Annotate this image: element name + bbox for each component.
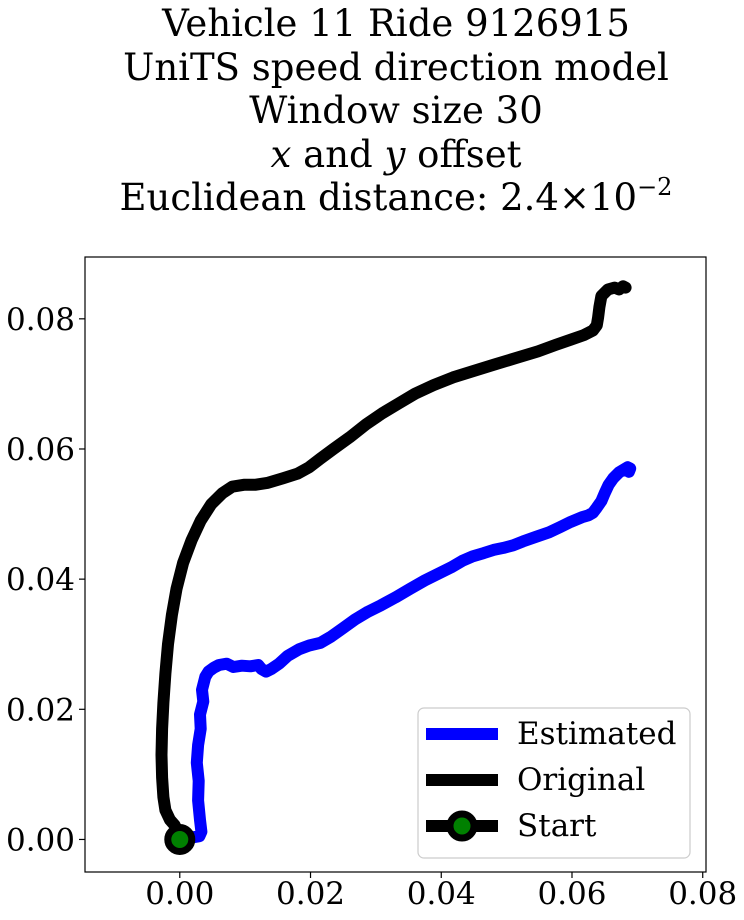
y-tick-label: 0.02 bbox=[6, 692, 75, 728]
legend: Estimated Original Start bbox=[417, 707, 691, 859]
series-line-original bbox=[155, 280, 632, 846]
series-line-estimated bbox=[173, 461, 637, 846]
title-line-4: x and y offset bbox=[0, 133, 744, 177]
plot-frame bbox=[84, 256, 707, 873]
start-marker bbox=[164, 823, 196, 855]
title-offset-text: offset bbox=[405, 132, 522, 176]
x-tick-label: 0.06 bbox=[537, 876, 606, 912]
x-tick-label: 0.02 bbox=[276, 876, 345, 912]
series-layer bbox=[155, 280, 637, 855]
title-y-symbol: y bbox=[384, 132, 406, 176]
title-line-2: UniTS speed direction model bbox=[123, 45, 669, 89]
y-tick-label: 0.00 bbox=[6, 822, 75, 858]
y-tick-label: 0.04 bbox=[6, 562, 75, 598]
title-and-text: and bbox=[291, 132, 385, 176]
title-line-3: Window size 30 bbox=[249, 89, 543, 132]
title-distance-mantissa: 2.4 bbox=[500, 176, 559, 219]
chart-title: Vehicle 11 Ride 9126915 UniTS speed dire… bbox=[0, 2, 744, 220]
y-tick-label: 0.06 bbox=[6, 432, 75, 468]
title-x-symbol: x bbox=[270, 132, 292, 176]
legend-estimated-label: Estimated bbox=[517, 716, 676, 752]
title-distance-times: × bbox=[558, 176, 590, 219]
legend-original-label: Original bbox=[517, 762, 645, 798]
title-line-1: Vehicle 11 Ride 9126915 bbox=[162, 2, 630, 45]
x-tick-label: 0.04 bbox=[407, 876, 476, 912]
legend-start-label: Start bbox=[517, 808, 597, 844]
x-tick-label: 0.08 bbox=[668, 876, 737, 912]
y-tick-label: 0.08 bbox=[6, 302, 75, 338]
title-distance-exponent: −2 bbox=[637, 172, 673, 201]
title-distance-base: 10 bbox=[589, 176, 638, 219]
title-line-5: Euclidean distance: 2.4×10−2 bbox=[0, 172, 744, 220]
y-axis: 0.00 0.02 0.04 0.06 0.08 bbox=[6, 302, 85, 858]
x-tick-label: 0.00 bbox=[145, 876, 214, 912]
title-distance-prefix: Euclidean distance: bbox=[119, 176, 501, 219]
legend-start-marker bbox=[446, 810, 478, 842]
x-axis: 0.00 0.02 0.04 0.06 0.08 bbox=[145, 872, 737, 912]
